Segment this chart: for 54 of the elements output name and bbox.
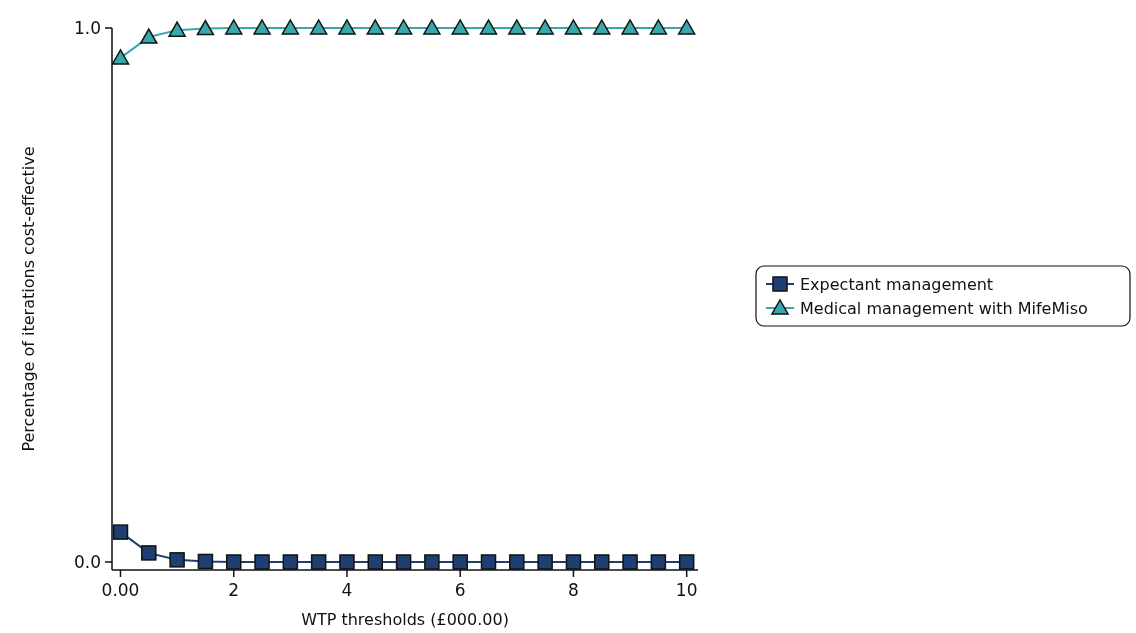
point — [480, 554, 497, 570]
point — [196, 19, 215, 36]
point — [451, 19, 469, 35]
point — [536, 19, 554, 35]
point — [593, 19, 611, 35]
point — [394, 19, 413, 35]
point — [366, 19, 385, 35]
point — [452, 554, 468, 570]
point — [224, 19, 243, 35]
point — [537, 554, 553, 570]
point — [621, 19, 639, 35]
x-tick-label: 2 — [228, 580, 240, 600]
point — [594, 554, 610, 570]
point — [649, 19, 668, 35]
point — [677, 19, 696, 35]
point — [424, 554, 440, 570]
y-tick-label: 1.0 — [73, 17, 101, 38]
point — [565, 554, 582, 570]
point — [253, 19, 271, 35]
point — [509, 554, 525, 570]
point — [169, 552, 185, 568]
x-tick-label: 10 — [675, 580, 698, 600]
point — [111, 49, 130, 65]
point — [508, 19, 526, 35]
point — [282, 554, 299, 570]
point — [309, 19, 328, 35]
point — [367, 554, 384, 570]
x-tick-label: 8 — [568, 580, 579, 600]
point — [395, 554, 412, 570]
x-tick-label: 4 — [341, 580, 353, 600]
point — [197, 553, 214, 570]
point — [112, 524, 129, 540]
x-axis-title: WTP thresholds (£000.00) — [301, 610, 509, 629]
point — [140, 28, 158, 44]
x-tick-label: 0.00 — [101, 580, 140, 600]
point — [423, 19, 441, 35]
point — [254, 554, 270, 570]
point — [338, 19, 356, 35]
legend-label: Expectant management — [800, 274, 994, 294]
y-tick-label: 0.0 — [73, 551, 101, 572]
y-axis-title: Percentage of iterations cost-effective — [19, 146, 38, 452]
point — [168, 21, 186, 37]
point — [564, 19, 583, 35]
x-tick-label: 6 — [454, 580, 466, 600]
point — [650, 554, 667, 570]
point — [678, 554, 695, 570]
point — [622, 554, 638, 570]
point — [339, 554, 355, 570]
point — [225, 554, 242, 570]
point — [479, 19, 498, 35]
point — [310, 554, 327, 570]
point — [141, 545, 157, 561]
point — [281, 19, 300, 35]
legend-label: Medical management with MifeMiso — [800, 298, 1088, 318]
